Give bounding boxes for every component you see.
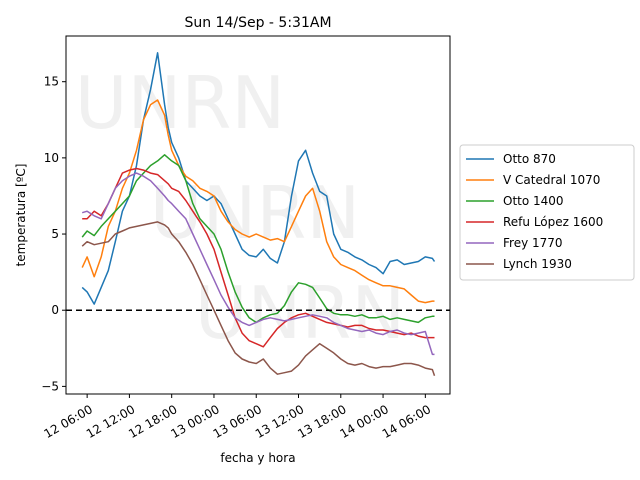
legend-label: V Catedral 1070 bbox=[503, 173, 600, 187]
series-line-6 bbox=[81, 221, 436, 376]
legend-label: Lynch 1930 bbox=[503, 257, 572, 271]
y-tick-label: 5 bbox=[51, 227, 59, 241]
legend-box bbox=[459, 144, 635, 281]
legend-label: Otto 870 bbox=[503, 152, 556, 166]
legend: Otto 870 V Catedral 1070 Otto 1400 Refu Lóp… bbox=[459, 144, 635, 281]
watermark-text-3: UNRN bbox=[195, 271, 405, 355]
series-line-4 bbox=[82, 167, 435, 348]
series-line-1 bbox=[81, 52, 436, 305]
axes-frame bbox=[65, 35, 451, 395]
y-axis-label: temperatura [ºC] bbox=[14, 164, 28, 267]
watermark-text-2: UNRN bbox=[150, 171, 360, 255]
watermark-text-1: UNRN bbox=[75, 61, 285, 145]
y-axis-ticks: −5 0 5 10 15 bbox=[41, 75, 66, 393]
plot-lines bbox=[81, 52, 436, 376]
y-tick-label: −5 bbox=[41, 379, 59, 393]
x-tick-label: 14 06:00 bbox=[380, 402, 433, 441]
legend-label: Frey 1770 bbox=[503, 236, 563, 250]
y-tick-label: 10 bbox=[44, 151, 59, 165]
chart-title: Sun 14/Sep - 5:31AM bbox=[184, 15, 331, 31]
series-line-2 bbox=[81, 99, 435, 304]
series-line-5 bbox=[81, 172, 435, 356]
legend-label: Otto 1400 bbox=[503, 194, 564, 208]
y-tick-label: 15 bbox=[44, 75, 59, 89]
x-axis-label: fecha y hora bbox=[220, 451, 295, 465]
watermark: UNRN UNRN UNRN bbox=[75, 61, 405, 355]
y-tick-label: 0 bbox=[51, 303, 59, 317]
legend-label: Refu López 1600 bbox=[503, 215, 603, 229]
